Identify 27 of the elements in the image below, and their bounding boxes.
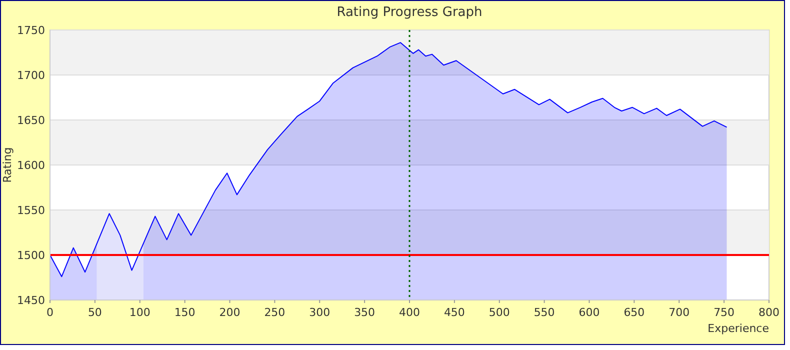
x-tick-label: 650: [624, 306, 645, 319]
x-tick-label: 550: [534, 306, 555, 319]
y-tick-label: 1650: [17, 114, 45, 127]
x-tick-label: 750: [714, 306, 735, 319]
x-tick-label: 400: [399, 306, 420, 319]
chart-title: Rating Progress Graph: [336, 5, 482, 20]
x-tick-label: 500: [488, 306, 510, 319]
y-tick-label: 1500: [17, 249, 45, 262]
x-tick-label: 250: [264, 306, 286, 319]
x-tick-label: 100: [129, 306, 150, 319]
y-tick-label: 1700: [17, 69, 45, 82]
x-tick-label: 700: [668, 306, 690, 319]
x-tick-label: 300: [309, 306, 330, 319]
x-tick-label: 200: [219, 306, 240, 319]
y-axis-title: Rating: [1, 147, 14, 183]
x-tick-label: 0: [46, 306, 54, 319]
x-tick-label: 800: [758, 306, 780, 319]
y-tick-label: 1600: [17, 159, 45, 172]
x-tick-label: 600: [578, 306, 600, 319]
x-tick-label: 450: [444, 306, 465, 319]
y-tick-label: 1550: [17, 204, 45, 217]
x-tick-label: 350: [354, 306, 376, 319]
x-axis-title: Experience: [708, 322, 770, 335]
x-tick-label: 50: [88, 306, 102, 319]
x-tick-label: 150: [174, 306, 196, 319]
y-tick-label: 1450: [17, 294, 45, 307]
y-tick-label: 1750: [17, 24, 45, 37]
